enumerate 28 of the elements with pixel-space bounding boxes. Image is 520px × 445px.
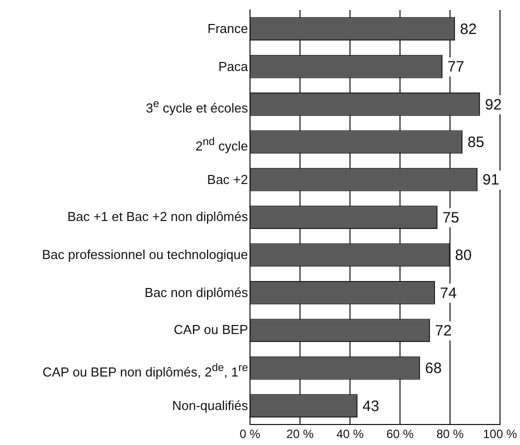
data-label: 91 [482, 172, 500, 189]
data-label: 85 [467, 134, 484, 152]
data-label: 80 [454, 247, 472, 264]
x-tick-label: 0 % [240, 427, 261, 442]
data-label: 72 [434, 322, 452, 340]
y-tick-label: Bac +2 [207, 170, 248, 189]
y-tick-label: Bac non diplômés [144, 284, 248, 302]
data-label: 75 [442, 209, 460, 226]
y-tick-label: CAP ou BEP non diplômés, 2$^{de}$, 1$^{re}$ [42, 361, 248, 380]
x-tick-label: 80 % [436, 427, 464, 442]
y-tick-label: 3$^{e}$ cycle et écoles [146, 97, 248, 116]
y-tick-label: Non-qualifiés [172, 396, 248, 415]
y-tick-label: France [208, 20, 248, 38]
x-tick-label: 40 % [336, 427, 364, 442]
data-label: 77 [447, 58, 464, 76]
y-tick-label: Paca [218, 58, 248, 76]
y-tick-label: Bac professionnel ou technologique [42, 246, 248, 264]
y-tick-label: Bac +1 et Bac +2 non diplômés [67, 208, 248, 226]
data-label: 92 [484, 96, 502, 114]
x-tick-label: 20 % [286, 427, 314, 442]
data-label: 74 [440, 284, 457, 302]
y-tick-label: CAP ou BEP [174, 321, 248, 340]
x-tick-label: 100 % [482, 427, 518, 442]
x-tick-label: 60 % [386, 427, 414, 442]
data-label: 82 [460, 20, 477, 38]
data-label: 43 [362, 398, 380, 415]
y-tick-label: 2$^{nd}$ cycle [195, 134, 248, 154]
data-label: 68 [424, 360, 442, 378]
